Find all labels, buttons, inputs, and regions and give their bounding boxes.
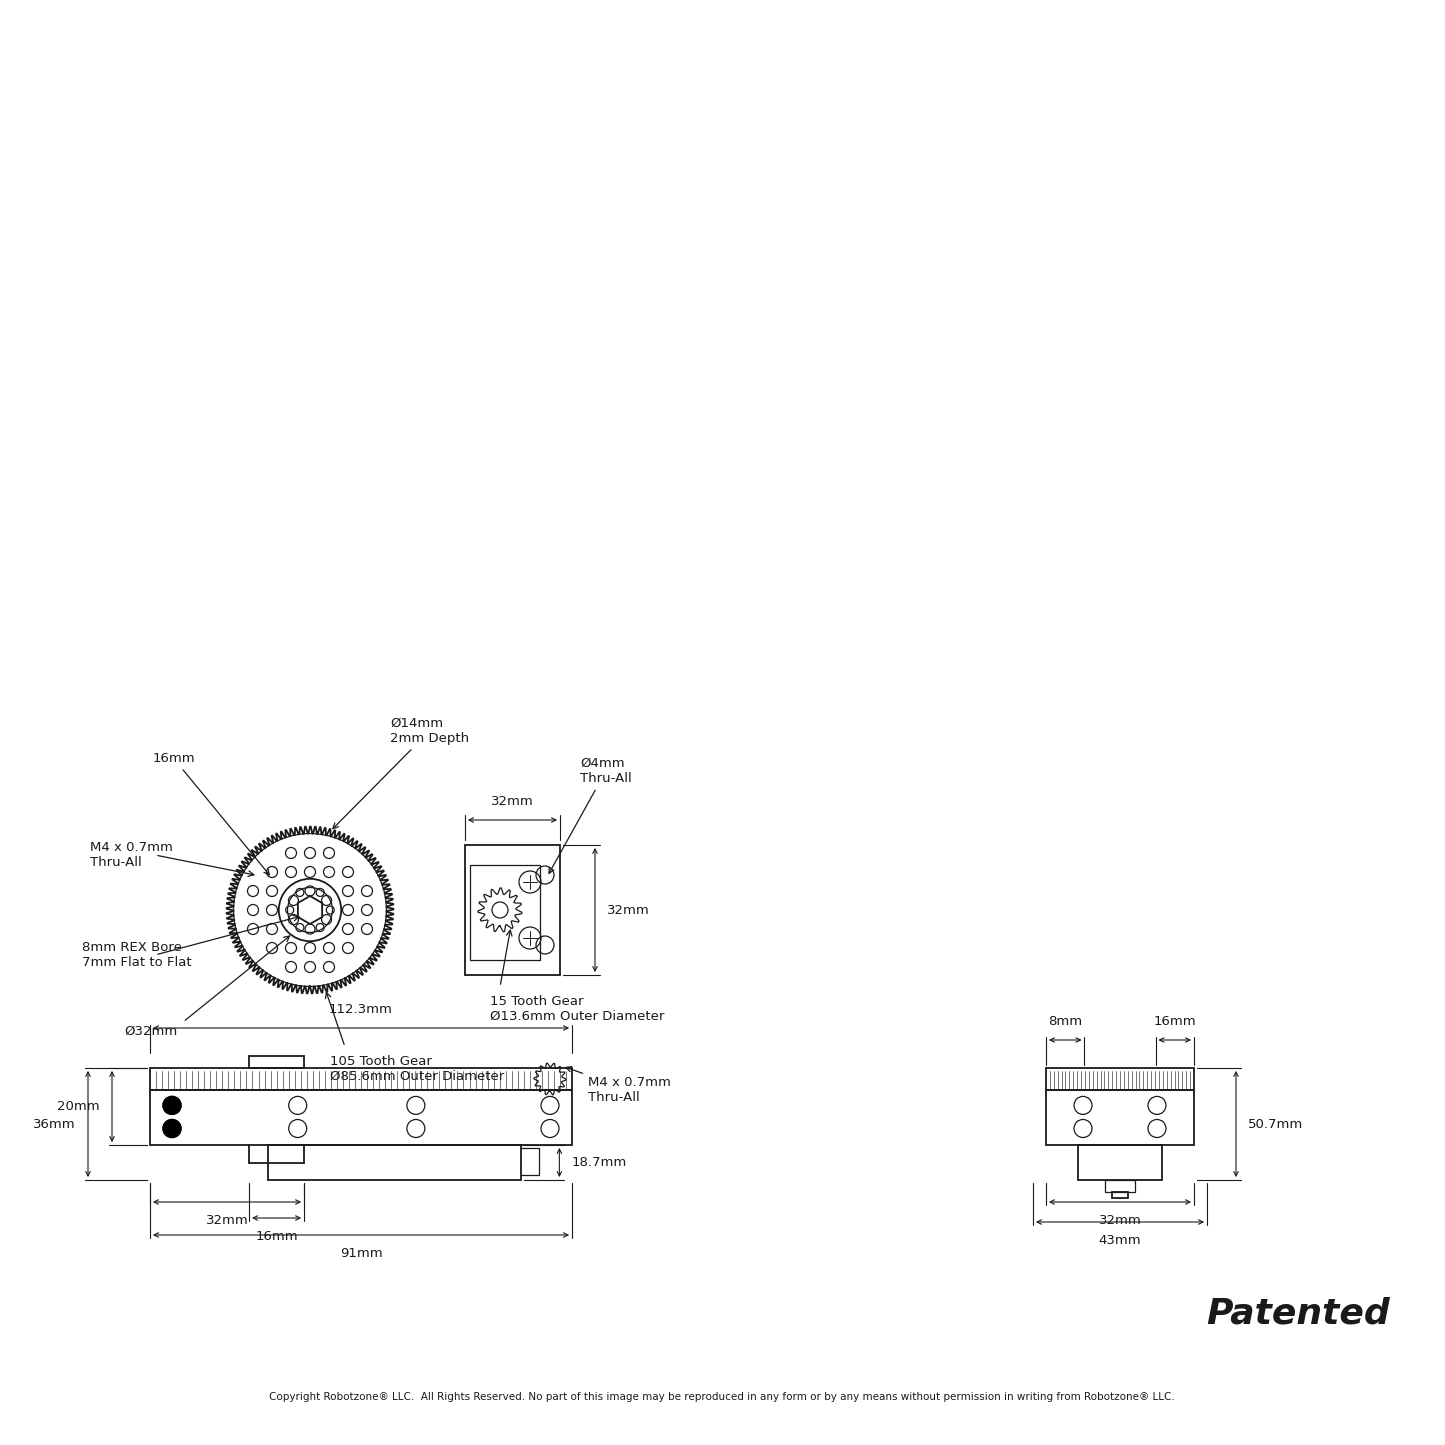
Text: 91mm: 91mm bbox=[340, 1247, 383, 1260]
Text: Ø32mm: Ø32mm bbox=[124, 1025, 178, 1038]
Text: M4 x 0.7mm
Thru-All: M4 x 0.7mm Thru-All bbox=[90, 841, 173, 868]
Text: 32mm: 32mm bbox=[205, 1214, 249, 1227]
Text: 8mm REX Bore
7mm Flat to Flat: 8mm REX Bore 7mm Flat to Flat bbox=[82, 941, 192, 970]
Text: Patented: Patented bbox=[1207, 1296, 1390, 1329]
Text: 105 Tooth Gear
Ø85.6mm Outer Diameter: 105 Tooth Gear Ø85.6mm Outer Diameter bbox=[329, 1055, 504, 1082]
Text: 32mm: 32mm bbox=[1098, 1214, 1142, 1227]
Bar bbox=[465, 845, 561, 975]
Bar bbox=[1046, 1090, 1194, 1144]
Text: 16mm: 16mm bbox=[256, 1230, 298, 1243]
Text: M4 x 0.7mm
Thru-All: M4 x 0.7mm Thru-All bbox=[566, 1066, 670, 1104]
Text: Copyright Robotzone® LLC.  All Rights Reserved. No part of this image may be rep: Copyright Robotzone® LLC. All Rights Res… bbox=[269, 1392, 1175, 1402]
Text: 50.7mm: 50.7mm bbox=[1248, 1117, 1303, 1130]
Bar bbox=[470, 866, 540, 959]
Text: 16mm: 16mm bbox=[1153, 1014, 1196, 1027]
Text: 32mm: 32mm bbox=[607, 903, 650, 916]
Text: 43mm: 43mm bbox=[1098, 1234, 1142, 1247]
Text: 15 Tooth Gear
Ø13.6mm Outer Diameter: 15 Tooth Gear Ø13.6mm Outer Diameter bbox=[490, 996, 665, 1023]
Text: 36mm: 36mm bbox=[33, 1117, 77, 1130]
Bar bbox=[1113, 1192, 1129, 1198]
Text: Ø4mm
Thru-All: Ø4mm Thru-All bbox=[549, 757, 631, 873]
Text: 112.3mm: 112.3mm bbox=[329, 1003, 393, 1016]
Bar bbox=[1078, 1144, 1162, 1181]
Bar bbox=[150, 1068, 572, 1090]
Bar bbox=[1046, 1068, 1194, 1090]
Text: 20mm: 20mm bbox=[58, 1100, 100, 1113]
Bar bbox=[249, 1056, 303, 1068]
Circle shape bbox=[163, 1120, 181, 1137]
Bar bbox=[150, 1090, 572, 1144]
Circle shape bbox=[163, 1097, 181, 1114]
Text: 16mm: 16mm bbox=[152, 751, 269, 874]
Text: 32mm: 32mm bbox=[491, 795, 533, 808]
Bar bbox=[1105, 1181, 1134, 1192]
Text: 8mm: 8mm bbox=[1048, 1014, 1082, 1027]
Text: Ø14mm
2mm Depth: Ø14mm 2mm Depth bbox=[332, 717, 470, 828]
Text: 18.7mm: 18.7mm bbox=[571, 1156, 627, 1169]
